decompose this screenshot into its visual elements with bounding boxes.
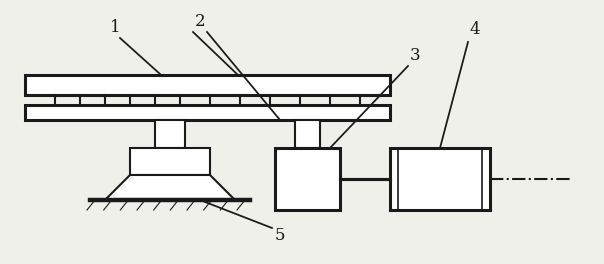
- Text: 1: 1: [110, 20, 120, 36]
- Text: 2: 2: [194, 13, 205, 31]
- Text: 3: 3: [410, 46, 420, 64]
- Bar: [130, 148, 210, 175]
- Bar: [25, 75, 390, 95]
- Text: 5: 5: [275, 227, 285, 243]
- Bar: [275, 148, 340, 210]
- Bar: [25, 105, 390, 120]
- Bar: [155, 120, 185, 148]
- Bar: [295, 120, 320, 148]
- Polygon shape: [105, 175, 235, 200]
- Bar: [390, 148, 490, 210]
- Text: 4: 4: [470, 21, 480, 39]
